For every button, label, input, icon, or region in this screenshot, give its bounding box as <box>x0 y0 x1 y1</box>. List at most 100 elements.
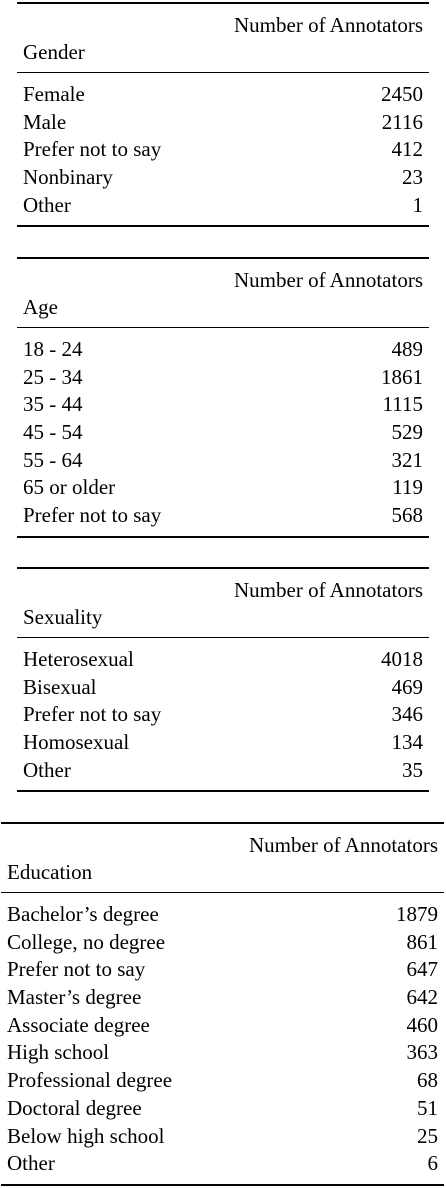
row-value: 412 <box>391 137 424 162</box>
table-row: Prefer not to say 568 <box>17 502 429 530</box>
row-label: Prefer not to say <box>23 137 162 162</box>
table-row: 18 - 24 489 <box>17 336 429 364</box>
category-header: Age <box>23 295 58 319</box>
row-value: 25 <box>417 1123 438 1148</box>
row-label: Prefer not to say <box>23 503 162 528</box>
table-row: 45 - 54 529 <box>17 419 429 447</box>
category-header: Education <box>7 860 93 884</box>
row-label: Female <box>23 82 85 106</box>
table-row: Female 2450 <box>17 81 429 109</box>
row-label: Homosexual <box>23 730 130 755</box>
table-row: Below high school 25 <box>1 1123 444 1151</box>
table-body: Female 2450 Male 2116 Prefer not to say 412… <box>17 73 429 225</box>
table-header: Number of Annotators Gender <box>17 4 429 73</box>
row-label: Male <box>23 109 67 134</box>
row-label: 18 - 24 <box>23 337 83 361</box>
table-row: Other 35 <box>17 757 429 785</box>
row-value: 6 <box>427 1151 439 1176</box>
row-value: 460 <box>406 1012 439 1037</box>
table-row: High school 363 <box>1 1039 444 1067</box>
row-value: 134 <box>391 730 424 755</box>
row-label: Prefer not to say <box>23 702 162 727</box>
table-row: Prefer not to say 647 <box>1 956 444 984</box>
row-value: 1879 <box>396 902 438 926</box>
row-value: 642 <box>406 985 439 1010</box>
row-label: Below high school <box>7 1123 165 1148</box>
sexuality-table: Number of Annotators Sexuality Heterosex… <box>17 567 429 793</box>
table-row: Prefer not to say 346 <box>17 701 429 729</box>
row-value: 647 <box>406 957 439 982</box>
row-label: 45 - 54 <box>23 420 83 445</box>
table-body: 18 - 24 489 25 - 34 1861 35 - 44 1115 45 - … <box>17 328 429 536</box>
table-header: Number of Annotators Education <box>1 824 444 893</box>
table-row: Other 1 <box>17 192 429 220</box>
row-label: 25 - 34 <box>23 364 83 389</box>
table-row: Other 6 <box>1 1150 444 1178</box>
table-row: Male 2116 <box>17 109 429 137</box>
table-row: 35 - 44 1115 <box>17 391 429 419</box>
column-header: Number of Annotators <box>234 578 423 602</box>
row-label: Bisexual <box>23 674 97 699</box>
gender-table: Number of Annotators Gender Female 2450 M… <box>17 2 429 228</box>
row-label: Nonbinary <box>23 165 113 190</box>
row-label: 65 or older <box>23 475 116 500</box>
table-row: 65 or older 119 <box>17 474 429 502</box>
row-value: 346 <box>391 702 424 727</box>
table-row: Nonbinary 23 <box>17 164 429 192</box>
table-row: 55 - 64 321 <box>17 447 429 475</box>
table-body: Heterosexual 4018 Bisexual 469 Prefer not … <box>17 638 429 790</box>
row-label: Bachelor’s degree <box>7 902 159 926</box>
age-table: Number of Annotators Age 18 - 24 489 25 -… <box>17 257 429 538</box>
table-row: Professional degree 68 <box>1 1067 444 1095</box>
row-value: 529 <box>391 420 424 445</box>
row-value: 1 <box>412 192 424 217</box>
row-value: 68 <box>417 1068 438 1093</box>
row-value: 2116 <box>381 109 423 134</box>
row-value: 2450 <box>381 82 423 106</box>
row-label: Other <box>23 192 71 217</box>
row-label: High school <box>7 1040 110 1065</box>
row-value: 363 <box>406 1040 439 1065</box>
row-label: Professional degree <box>7 1068 173 1093</box>
row-label: Heterosexual <box>23 647 134 671</box>
category-header: Sexuality <box>23 605 103 629</box>
row-label: 55 - 64 <box>23 447 83 472</box>
table-row: Heterosexual 4018 <box>17 646 429 674</box>
row-value: 469 <box>391 674 424 699</box>
row-value: 4018 <box>381 647 423 671</box>
row-value: 861 <box>406 929 439 954</box>
row-value: 321 <box>391 447 424 472</box>
row-value: 35 <box>402 757 423 782</box>
table-row: Bisexual 469 <box>17 674 429 702</box>
row-value: 1115 <box>382 392 423 417</box>
table-row: Associate degree 460 <box>1 1012 444 1040</box>
row-value: 1861 <box>381 364 423 389</box>
row-value: 51 <box>417 1095 438 1120</box>
row-value: 489 <box>391 337 424 361</box>
table-row: Prefer not to say 412 <box>17 136 429 164</box>
column-header: Number of Annotators <box>234 268 423 292</box>
table-header: Number of Annotators Age <box>17 259 429 328</box>
table-header: Number of Annotators Sexuality <box>17 569 429 638</box>
row-label: Doctoral degree <box>7 1095 142 1120</box>
table-row: College, no degree 861 <box>1 929 444 957</box>
table-row: Doctoral degree 51 <box>1 1095 444 1123</box>
table-row: Bachelor’s degree 1879 <box>1 901 444 929</box>
row-value: 23 <box>402 165 423 190</box>
column-header: Number of Annotators <box>249 833 438 857</box>
row-label: College, no degree <box>7 929 166 954</box>
row-value: 119 <box>392 475 423 500</box>
table-row: 25 - 34 1861 <box>17 364 429 392</box>
row-label: Associate degree <box>7 1012 150 1037</box>
table-row: Homosexual 134 <box>17 729 429 757</box>
education-table: Number of Annotators Education Bachelor’… <box>1 822 444 1186</box>
row-label: Prefer not to say <box>7 957 146 982</box>
column-header: Number of Annotators <box>234 13 423 37</box>
table-row: Master’s degree 642 <box>1 984 444 1012</box>
row-label: 35 - 44 <box>23 392 83 417</box>
row-label: Other <box>7 1151 55 1176</box>
category-header: Gender <box>23 40 85 64</box>
row-label: Other <box>23 757 71 782</box>
row-value: 568 <box>391 503 424 528</box>
table-body: Bachelor’s degree 1879 College, no degree… <box>1 893 444 1184</box>
